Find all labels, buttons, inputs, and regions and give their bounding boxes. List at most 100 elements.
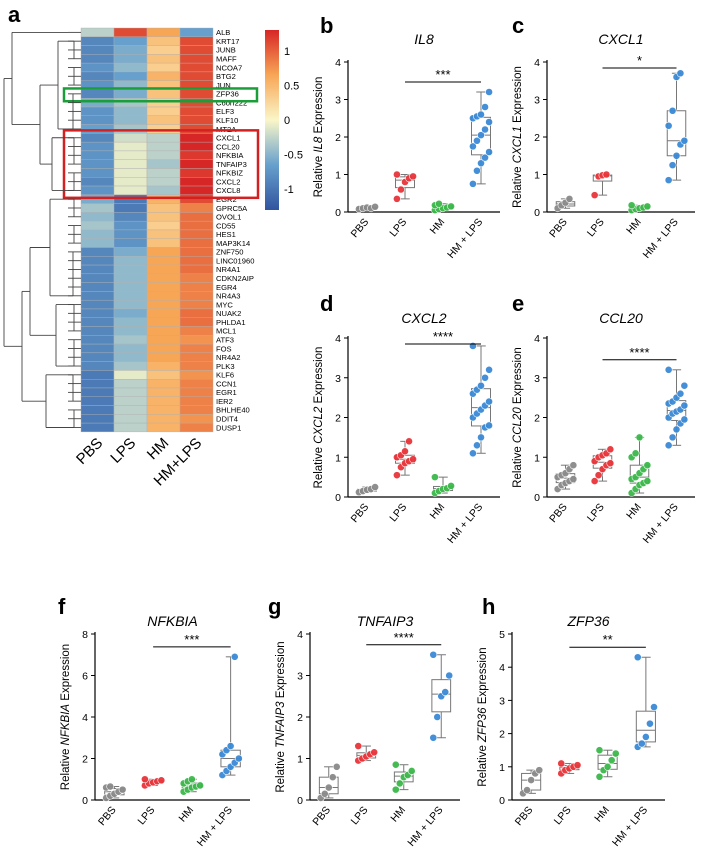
y-tick-label-h-5: 5 — [499, 629, 505, 641]
boxplot-g: g TNFAIP3 0 1 2 3 4 Relative TNFAIP3 Expression… — [268, 594, 460, 849]
colorbar-tick--1: -1 — [284, 184, 294, 196]
data-point-HM — [447, 202, 455, 211]
x-tick-label-g-LPS: LPS — [349, 804, 371, 827]
data-point-HM + LPS — [469, 179, 477, 188]
series-f-LPS — [140, 775, 166, 790]
panel-letter-b: b — [320, 13, 333, 38]
y-tick-label-h-2: 2 — [499, 729, 505, 741]
data-point-HM + LPS — [668, 161, 677, 170]
heatmap-cell-KLF6-LPS — [113, 370, 148, 380]
heatmap-cell-CXCL2-LPS — [113, 177, 148, 187]
gene-label-MAP3K14: MAP3K14 — [216, 239, 250, 248]
y-axis-label-suffix: Expression — [60, 644, 72, 704]
x-tick-label-e-PBS: PBS — [547, 501, 570, 525]
heatmap-cell-HES1-LPS — [113, 229, 148, 239]
series-d-PBS — [355, 483, 379, 497]
data-point-HM + LPS — [477, 433, 485, 442]
data-point-LPS — [409, 172, 417, 181]
heatmap-cell-ELF3-HM+LPS — [179, 106, 214, 116]
gene-label-PLK3: PLK3 — [216, 362, 235, 371]
data-point-HM + LPS — [234, 754, 243, 763]
data-point-HM — [607, 756, 616, 765]
gene-label-NR4A2: NR4A2 — [216, 353, 240, 362]
data-point-LPS — [557, 759, 566, 768]
series-h-HM — [595, 746, 620, 781]
heatmap-cell-NR4A1-HM — [146, 264, 181, 275]
heatmap-cell-C6orf222-HM — [146, 98, 181, 108]
heatmap-cell-IER2-HM — [146, 396, 181, 406]
data-point-LPS — [354, 742, 363, 750]
boxplot-d: d CXCL2 0 1 2 3 4 Relative CXCL2 Expression PBS L… — [313, 291, 500, 546]
series-h-HM + LPS — [633, 653, 658, 751]
chart-title-c: CXCL1 — [598, 31, 643, 47]
heatmap-cell-TNFAIP3-HM — [146, 159, 181, 169]
y-axis-label-suffix: Expression — [313, 77, 325, 137]
heatmap-cell-KLF6-HM+LPS — [179, 370, 214, 380]
heatmap-cell-NR4A3-HM — [146, 291, 181, 301]
y-tick-label-c-0: 0 — [534, 207, 540, 219]
boxplot-h: h ZFP36 0 1 2 3 4 5 Relative ZFP36 Expression PBS… — [477, 594, 665, 849]
data-point-LPS — [393, 471, 401, 480]
heatmap-cell-CXCL1-PBS — [80, 133, 115, 143]
data-point-LPS — [590, 477, 599, 485]
heatmap-cell-ELF3-LPS — [113, 106, 148, 116]
y-axis-label-suffix: Expression — [512, 347, 524, 407]
y-tick-label-b-4: 4 — [335, 57, 341, 69]
data-point-HM — [631, 449, 640, 458]
colorbar — [265, 30, 279, 210]
heatmap-cell-EGR1-HM+LPS — [179, 387, 214, 397]
chart-title-e: CCL20 — [599, 310, 643, 326]
data-point-HM + LPS — [226, 742, 235, 750]
heatmap-cell-EGR1-LPS — [113, 387, 148, 397]
y-tick-label-b-0: 0 — [335, 207, 341, 219]
y-axis-label-prefix: Relative — [313, 444, 325, 489]
gene-label-MCL1: MCL1 — [216, 327, 236, 336]
y-axis-label-gene: ZFP36 — [477, 707, 489, 743]
series-e-LPS — [590, 445, 615, 485]
heatmap-cell-NR4A3-HM+LPS — [179, 291, 214, 301]
heatmap-cell-FOS-HM+LPS — [179, 343, 214, 354]
heatmap-cell-MAP3K14-PBS — [80, 238, 115, 248]
y-axis-label-suffix: Expression — [512, 66, 524, 126]
data-point-HM + LPS — [485, 118, 493, 126]
gene-label-OVOL1: OVOL1 — [216, 213, 241, 222]
heatmap-cell-MYC-HM+LPS — [179, 299, 214, 310]
significance-label-c: * — [637, 53, 642, 68]
heatmap-cell-EGR1-HM — [146, 387, 181, 397]
heatmap-cell-MAFF-HM+LPS — [179, 54, 214, 64]
heatmap-cell-NR4A2-HM+LPS — [179, 352, 214, 362]
x-tick-label-e-LPS: LPS — [585, 501, 607, 524]
data-point-HM + LPS — [672, 425, 681, 434]
heatmap-cell-BTG2-LPS — [113, 71, 148, 81]
y-axis-label-g: Relative TNFAIP3 Expression — [275, 641, 287, 792]
heatmap-cell-MCL1-PBS — [80, 326, 115, 336]
data-point-HM + LPS — [633, 653, 642, 662]
data-point-HM + LPS — [485, 365, 493, 374]
significance-label-e: **** — [629, 345, 649, 360]
data-point-HM + LPS — [680, 401, 689, 410]
y-tick-label-g-2: 2 — [297, 712, 303, 724]
heatmap-cell-ATF3-HM+LPS — [179, 335, 214, 345]
heatmap-cell-BTG2-HM — [146, 71, 181, 81]
heatmap-cell-ZNF750-HM+LPS — [179, 247, 214, 257]
chart-title-h: ZFP36 — [566, 613, 609, 629]
data-point-PBS — [118, 785, 127, 794]
y-tick-label-c-2: 2 — [534, 132, 540, 144]
heatmap-cell-CXCL8-PBS — [80, 185, 115, 196]
gene-label-HES1: HES1 — [216, 230, 236, 239]
data-point-HM + LPS — [664, 365, 673, 374]
data-point-HM + LPS — [469, 342, 477, 350]
y-tick-label-f-2: 2 — [82, 754, 88, 766]
heatmap-cell-NFKBIA-LPS — [113, 150, 148, 160]
heatmap-cell-NFKBIA-HM+LPS — [179, 150, 214, 160]
heatmap-cell-NR4A2-PBS — [80, 352, 115, 362]
heatmap-panel: a ALBKRT17JUNBMAFFNCOA7BTG2JUNZFP36C6orf2… — [3, 2, 303, 489]
heatmap-cell-IER2-HM+LPS — [179, 396, 214, 406]
boxplot-f: f NFKBIA 0 2 4 6 8 Relative NFKBIA Expression PB… — [58, 594, 250, 849]
gene-label-CDKN2AIP: CDKN2AIP — [216, 274, 254, 283]
x-tick-label-e-HM: HM — [624, 501, 644, 521]
series-e-HM — [627, 433, 652, 497]
gene-label-NCOA7: NCOA7 — [216, 63, 242, 72]
heatmap-cell-OVOL1-HM — [146, 212, 181, 222]
